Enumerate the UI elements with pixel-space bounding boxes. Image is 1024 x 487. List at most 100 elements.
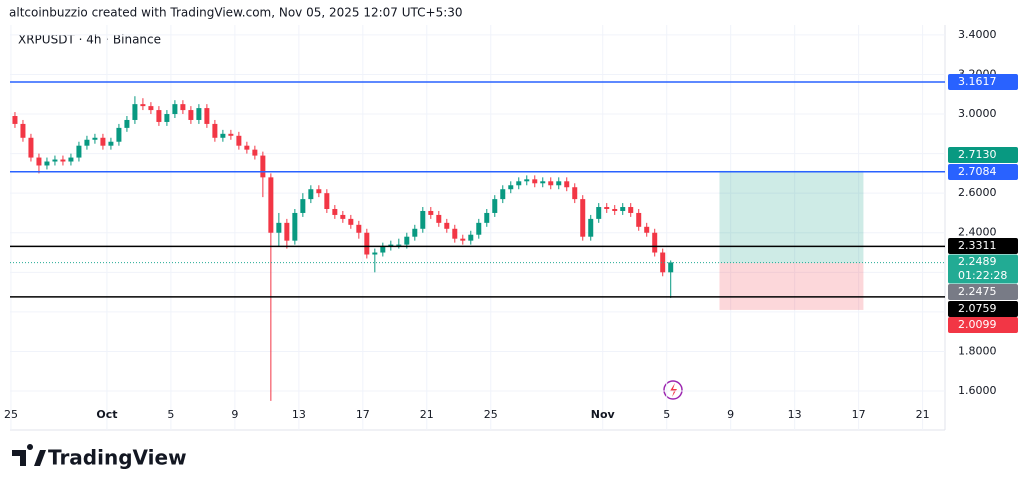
attribution: altcoinbuzzio created with TradingView.c… [9, 6, 463, 20]
candle-body [460, 238, 466, 241]
x-tick-label: 21 [420, 408, 434, 421]
candle-body [628, 207, 634, 213]
candle-body [188, 110, 194, 120]
logo-text: TradingView [48, 446, 187, 470]
candle-body [340, 214, 346, 219]
price-tag-label: 2.2489 [958, 255, 997, 268]
y-tick-label: 3.4000 [958, 28, 997, 41]
candle-body [404, 236, 410, 245]
candle-body [12, 116, 18, 124]
x-tick-label: Oct [96, 408, 117, 421]
candle-body [132, 104, 138, 120]
x-tick-label: 17 [852, 408, 866, 421]
candle-body [100, 137, 106, 146]
candle-body [476, 222, 482, 235]
candle-body [540, 181, 546, 184]
candle-body [580, 199, 586, 237]
candle-body [532, 179, 538, 184]
candle-body [604, 207, 610, 210]
price-tag [948, 317, 1018, 333]
candle-body [220, 133, 226, 138]
x-tick-label: 5 [167, 408, 174, 421]
candle-body [548, 181, 554, 186]
position-stop-zone [719, 262, 864, 310]
candle-body [92, 137, 98, 140]
candle-body [644, 226, 650, 233]
candle-body [172, 104, 178, 115]
candle-body [196, 108, 202, 120]
candle-body [636, 212, 642, 227]
candle-body [228, 133, 234, 136]
candle-body [508, 185, 514, 190]
x-tick-label: 13 [292, 408, 306, 421]
candle-body [660, 252, 666, 273]
price-tag-label: 2.7084 [958, 165, 997, 178]
candle-body [444, 222, 450, 229]
y-tick-label: 1.6000 [958, 384, 997, 397]
candle-body [60, 159, 66, 162]
candle-body [108, 141, 114, 146]
x-tick-label: 21 [916, 408, 930, 421]
y-tick-label: 3.0000 [958, 107, 997, 120]
candle-body [84, 139, 90, 146]
candle-body [436, 214, 442, 223]
price-tag-label: 2.7130 [958, 148, 997, 161]
candle-body [300, 199, 306, 213]
candle-body [164, 114, 170, 122]
candle-body [284, 222, 290, 241]
candle-body [564, 181, 570, 188]
candle-body [76, 145, 82, 158]
price-tag [948, 164, 1018, 180]
candle-body [148, 106, 154, 111]
x-tick-label: 5 [663, 408, 670, 421]
candle-body [204, 108, 210, 124]
candle-body [428, 210, 434, 215]
logo-icon [12, 443, 46, 466]
price-tag [948, 301, 1018, 317]
price-tag [948, 238, 1018, 254]
candle-body [468, 234, 474, 241]
candle-body [412, 228, 418, 237]
candle-body [524, 179, 530, 182]
x-tick-label: 17 [356, 408, 370, 421]
price-tag-label: 2.0099 [958, 318, 997, 331]
price-tags: 3.1617 2.7130 2.7084 2.3311 2.2475 2.0759 2.00… [948, 74, 1018, 333]
candle-body [588, 218, 594, 237]
price-tag-label: 2.3311 [958, 239, 997, 252]
price-tag [948, 74, 1018, 90]
candle-body [52, 159, 58, 162]
candle-body [572, 187, 578, 200]
candle-body [668, 262, 674, 273]
candle-body [316, 189, 322, 194]
candle-body [492, 199, 498, 213]
candle-body [596, 207, 602, 219]
candle-body [652, 232, 658, 253]
candle-body [36, 157, 42, 166]
candle-body [332, 209, 338, 215]
candle-body [252, 149, 258, 156]
y-tick-label: 1.8000 [958, 344, 997, 357]
candle-body [500, 189, 506, 200]
candle-body [380, 246, 386, 253]
y-tick-label: 2.6000 [958, 186, 997, 199]
price-tag [948, 147, 1018, 163]
price-tag-label: 01:22:28 [958, 269, 1007, 282]
candle-body [180, 104, 186, 111]
x-tick-label: 25 [484, 408, 498, 421]
price-tag-label: 2.2475 [958, 285, 997, 298]
price-tag-label: 3.1617 [958, 75, 997, 88]
candle-body [612, 209, 618, 211]
logo: TradingView [12, 443, 187, 470]
candle-body [260, 155, 266, 178]
price-tag-label: 2.0759 [958, 302, 997, 315]
candle-body [244, 145, 250, 150]
candle-body [348, 218, 354, 225]
candle-body [324, 193, 330, 210]
candle-body [212, 123, 218, 138]
candle-body [356, 224, 362, 233]
candle-body [484, 212, 490, 223]
price-tag [948, 284, 1018, 300]
candle-body [68, 157, 74, 162]
price-tag [948, 254, 1018, 284]
